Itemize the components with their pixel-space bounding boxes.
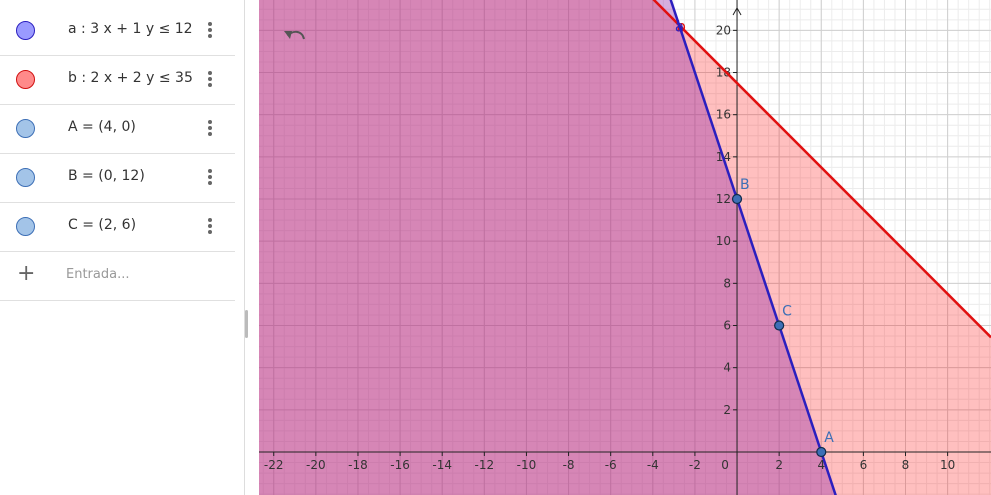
x-tick-label: 4 (817, 458, 825, 472)
x-tick-label: -14 (432, 458, 452, 472)
y-tick-label: 12 (716, 192, 731, 206)
point (816, 446, 827, 458)
point-label: B (740, 177, 750, 193)
y-tick-label: 16 (716, 108, 731, 122)
x-tick-label: 6 (860, 458, 868, 472)
visibility-toggle[interactable] (16, 119, 35, 138)
x-tick-label: 10 (940, 458, 955, 472)
x-tick-label: 0 (721, 458, 729, 472)
item-menu[interactable] (208, 120, 212, 138)
algebra-text: B = (0, 12) (68, 168, 145, 184)
point (774, 320, 785, 331)
undo-button[interactable] (282, 26, 308, 46)
algebra-text: A = (4, 0) (68, 119, 136, 135)
boundary-line (652, 0, 991, 339)
inequality-region (259, 0, 991, 495)
y-axis-arrow (732, 6, 742, 16)
x-tick-label: 2 (775, 458, 783, 472)
x-tick-label: -8 (563, 458, 575, 472)
graphics-view[interactable]: -22 -20 -18 -16 -14 -12 -10 -8 -6 -4 -2 0 2 4 6 8 102468… (259, 0, 991, 495)
algebra-row[interactable]: C = (2, 6) (0, 202, 235, 252)
point (731, 193, 743, 205)
item-menu[interactable] (208, 169, 212, 187)
algebra-text: a : 3 x + 1 y ≤ 12 (68, 21, 193, 37)
inequality-region (259, 0, 836, 495)
algebra-row[interactable]: A = (4, 0) (0, 104, 235, 154)
x-tick-label: 8 (902, 458, 910, 472)
y-tick-label: 20 (716, 23, 731, 37)
input-row[interactable]: + Entrada... (0, 251, 235, 301)
x-tick-label: -12 (475, 458, 495, 472)
line-label: a (675, 17, 684, 35)
x-tick-label: -4 (647, 458, 659, 472)
algebra-panel: a : 3 x + 1 y ≤ 12 b : 2 x + 2 y ≤ 35 A = … (0, 0, 244, 495)
x-tick-label: -6 (605, 458, 617, 472)
visibility-toggle[interactable] (16, 168, 35, 187)
input-placeholder: Entrada... (66, 267, 130, 282)
y-tick-label: 8 (723, 276, 731, 290)
y-tick-label: 6 (723, 319, 731, 333)
x-tick-label: -22 (264, 458, 284, 472)
y-tick-label: 10 (716, 234, 731, 248)
x-tick-label: -18 (348, 458, 368, 472)
visibility-toggle[interactable] (16, 21, 35, 40)
visibility-toggle[interactable] (16, 217, 35, 236)
divider[interactable] (244, 0, 260, 495)
x-tick-label: -10 (517, 458, 537, 472)
item-menu[interactable] (208, 218, 212, 236)
y-tick-label: 4 (723, 361, 731, 375)
add-icon: + (17, 261, 36, 286)
x-tick-label: -20 (306, 458, 326, 472)
algebra-row[interactable]: a : 3 x + 1 y ≤ 12 (0, 0, 235, 56)
y-tick-label: 2 (723, 403, 731, 417)
x-tick-label: -2 (689, 458, 701, 472)
point-label: C (782, 304, 792, 320)
algebra-row[interactable]: B = (0, 12) (0, 153, 235, 203)
item-menu[interactable] (208, 71, 212, 89)
visibility-toggle[interactable] (16, 70, 35, 89)
x-tick-label: -16 (390, 458, 410, 472)
algebra-text: C = (2, 6) (68, 217, 137, 233)
point-label: A (824, 430, 834, 446)
y-tick-label: 18 (716, 66, 731, 80)
algebra-row[interactable]: b : 2 x + 2 y ≤ 35 (0, 55, 235, 105)
line-label: b (676, 17, 686, 35)
item-menu[interactable] (208, 22, 212, 40)
resize-handle[interactable] (245, 310, 248, 338)
algebra-text: b : 2 x + 2 y ≤ 35 (68, 70, 193, 86)
